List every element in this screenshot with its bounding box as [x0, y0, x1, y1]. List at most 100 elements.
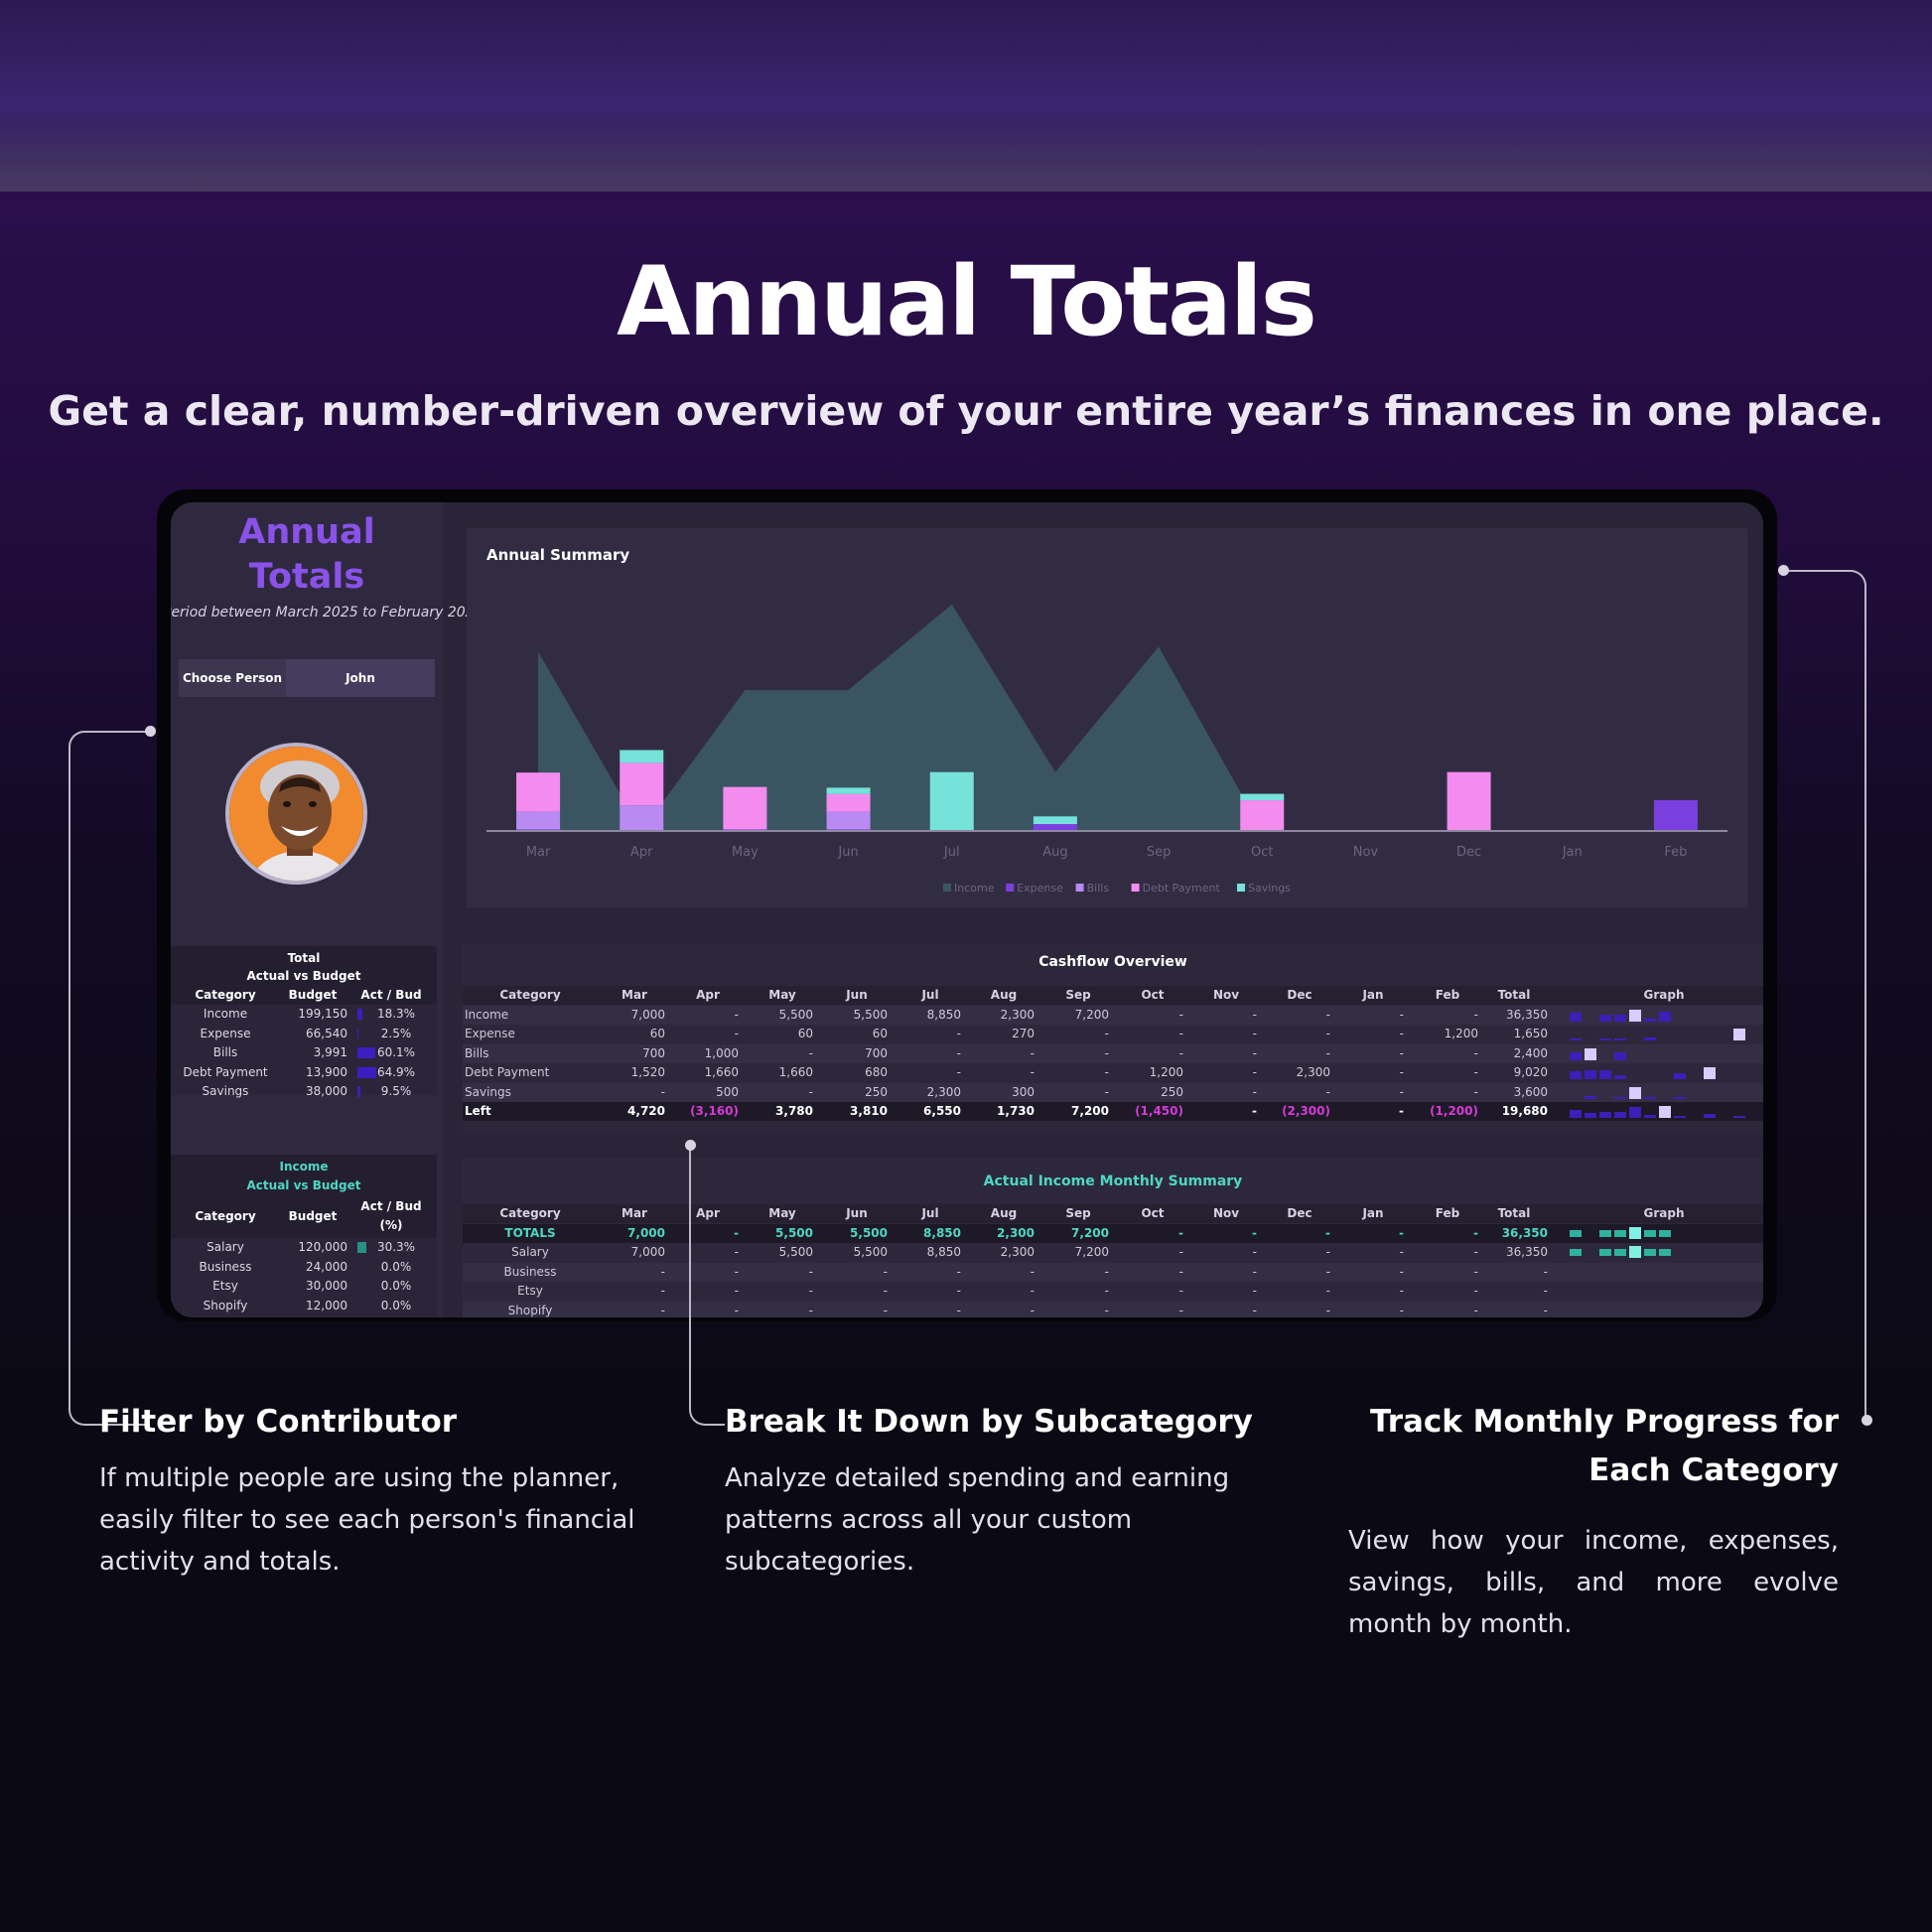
- sparkline-bar: [1644, 1096, 1656, 1099]
- legend-swatch: [943, 884, 951, 892]
- row-value-jul: -: [956, 1045, 961, 1060]
- row-budget: 13,900: [306, 1064, 347, 1079]
- row-act-bud-pct: 0.0%: [380, 1279, 412, 1293]
- row-value-apr: (3,160): [690, 1104, 739, 1118]
- sparkline-bar: [1599, 1112, 1611, 1118]
- callout-body-track: View how your income, expenses, savings,…: [1348, 1526, 1839, 1639]
- sparkline-bar: [1570, 1051, 1582, 1060]
- row-value-oct: 1,200: [1149, 1065, 1183, 1079]
- table-row: Left 4,720 (3,160) 3,780 3,810 6,550 1,730 7,20…: [463, 1102, 1763, 1121]
- budget-row: Etsy 30,000 0.0%: [171, 1277, 437, 1296]
- budget-row: Debt Payment 13,900 64.9%: [171, 1063, 437, 1082]
- row-value-jan: -: [1399, 1264, 1404, 1279]
- row-value-nov: -: [1252, 1045, 1257, 1060]
- budget-row: Business 24,000 0.0%: [171, 1258, 437, 1277]
- sparkline: [1570, 1025, 1758, 1043]
- row-value-feb: -: [1473, 1045, 1478, 1060]
- sparkline: [1570, 1102, 1758, 1121]
- page-subtitle: Get a clear, number-driven overview of y…: [48, 387, 1884, 435]
- row-value-feb: -: [1473, 1245, 1478, 1259]
- row-value-oct: -: [1178, 1045, 1183, 1060]
- row-value-oct: 250: [1161, 1084, 1183, 1099]
- col-header-category: Category: [499, 988, 561, 1002]
- avatar: [225, 743, 367, 885]
- sparkline-bar: [1585, 1070, 1596, 1079]
- sparkline: [1570, 1243, 1758, 1262]
- legend-item: Savings: [1248, 882, 1291, 895]
- row-value-aug: 2,300: [1000, 1007, 1035, 1022]
- row-value-dec: 2,300: [1296, 1065, 1330, 1079]
- connector-dot-right-bottom: [1862, 1415, 1872, 1426]
- row-category: Debt Payment: [465, 1065, 550, 1079]
- table-row: Business - - - - - - - - - - - - -: [463, 1262, 1763, 1282]
- legend-swatch: [1006, 884, 1015, 892]
- row-value-jan: -: [1399, 1027, 1404, 1040]
- row-value-jun: 700: [865, 1045, 888, 1060]
- x-tick-label: Mar: [526, 845, 551, 860]
- row-category: Bills: [212, 1045, 238, 1059]
- row-value-dec: -: [1325, 1245, 1330, 1259]
- row-value-nov: -: [1252, 1084, 1257, 1099]
- row-value-dec: -: [1325, 1084, 1330, 1099]
- row-value-jan: -: [1399, 1104, 1404, 1118]
- table-row: Bills 700 1,000 - 700 - - - - - - - - 2,400: [463, 1043, 1763, 1063]
- row-value-nov: -: [1252, 1225, 1257, 1240]
- row-budget: 24,000: [306, 1259, 347, 1274]
- row-value-sep: -: [1104, 1027, 1109, 1040]
- sparkline-bar: [1659, 1249, 1671, 1256]
- row-value-jun: -: [883, 1264, 888, 1279]
- col-header-aug: Aug: [990, 988, 1018, 1002]
- row-value-apr: 500: [716, 1084, 739, 1099]
- series-area-income: [538, 604, 1676, 831]
- legend-item: Income: [954, 882, 995, 895]
- income-col-header-category: Category: [195, 1209, 256, 1223]
- row-value-may: 5,500: [778, 1007, 813, 1022]
- row-act-bud-pct: 64.9%: [376, 1064, 416, 1079]
- sparkline-bar: [1614, 1014, 1626, 1022]
- total-table-title: Total: [287, 951, 321, 965]
- row-value-nov: -: [1252, 1264, 1257, 1279]
- table-row: Salary 7,000 - 5,500 5,500 8,850 2,300 7,200 - - -…: [463, 1243, 1763, 1262]
- row-category: Business: [503, 1264, 557, 1279]
- row-value-nov: -: [1252, 1104, 1257, 1118]
- row-value-apr: -: [734, 1245, 739, 1259]
- row-value-mar: 7,000: [627, 1225, 665, 1240]
- chart-plot: Mar Apr May Jun Jul Aug Sep Oct Nov Dec Jan Feb Inco…: [486, 604, 1727, 895]
- row-total: -: [1543, 1284, 1548, 1298]
- sparkline-bar: [1570, 1012, 1582, 1022]
- col-header-feb: Feb: [1435, 988, 1460, 1002]
- sparkline-bar: [1629, 1246, 1641, 1258]
- row-category: Business: [199, 1259, 252, 1274]
- progress-bar: [357, 1009, 362, 1020]
- callout-title-track-line2: Each Category: [1588, 1452, 1839, 1488]
- row-value-oct: -: [1178, 1303, 1183, 1317]
- sparkline-bar: [1585, 1047, 1596, 1060]
- connector-dot-right-top: [1778, 565, 1789, 576]
- row-budget: 66,540: [306, 1026, 347, 1040]
- row-value-aug: -: [1030, 1303, 1035, 1317]
- legend-swatch: [1075, 884, 1084, 892]
- row-value-nov: -: [1252, 1303, 1257, 1317]
- sparkline-bar: [1733, 1029, 1745, 1040]
- row-value-dec: -: [1325, 1045, 1330, 1060]
- row-value-feb: (1,200): [1430, 1104, 1478, 1118]
- bar-bills-apr: [620, 805, 664, 831]
- sparkline: [1570, 1302, 1758, 1318]
- row-total: 36,350: [1506, 1245, 1548, 1259]
- row-value-jun: 5,500: [853, 1245, 888, 1259]
- row-value-aug: -: [1030, 1045, 1035, 1060]
- connector-line-right: [1783, 570, 1866, 1422]
- bar-bills-jun: [826, 811, 871, 830]
- person-select[interactable]: John: [286, 659, 435, 697]
- bar-savings-jun: [826, 787, 871, 794]
- col-header-jul: Jul: [921, 1206, 939, 1220]
- row-value-jun: 5,500: [853, 1007, 888, 1022]
- row-value-aug: 2,300: [997, 1225, 1035, 1240]
- budget-row: Shopify 12,000 0.0%: [171, 1297, 437, 1315]
- row-value-sep: -: [1104, 1284, 1109, 1298]
- row-category: Etsy: [212, 1279, 238, 1293]
- row-budget: 38,000: [306, 1084, 347, 1098]
- sparkline: [1570, 1282, 1758, 1301]
- spreadsheet-window: Annual Totals Period between March 2025 …: [171, 502, 1763, 1317]
- row-total: -: [1543, 1264, 1548, 1279]
